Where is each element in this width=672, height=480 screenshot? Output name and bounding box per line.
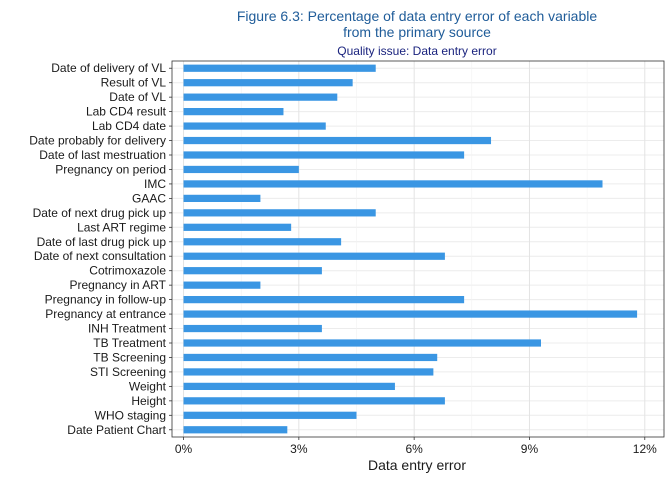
category-label: IMC bbox=[144, 177, 166, 191]
category-label: TB Screening bbox=[93, 350, 166, 364]
bar bbox=[183, 339, 541, 347]
bar bbox=[183, 122, 326, 130]
x-tick-label: 9% bbox=[521, 442, 539, 456]
plot-panel-border bbox=[171, 60, 665, 438]
category-label: STI Screening bbox=[90, 365, 166, 379]
x-tick-label: 0% bbox=[175, 442, 193, 456]
category-label: Pregnancy in follow-up bbox=[45, 293, 167, 307]
bar bbox=[183, 238, 342, 246]
category-label: GAAC bbox=[132, 191, 166, 205]
bar bbox=[183, 79, 353, 87]
x-tick-label: 3% bbox=[290, 442, 308, 456]
bar bbox=[183, 209, 376, 217]
category-label: TB Treatment bbox=[93, 336, 166, 350]
category-label: Lab CD4 result bbox=[86, 105, 167, 119]
category-label: Pregnancy at entrance bbox=[45, 307, 166, 321]
category-label: Pregnancy on period bbox=[55, 162, 166, 176]
x-tick-labels: 0% 3% 6% 9% 12% bbox=[175, 437, 657, 456]
bar bbox=[183, 382, 395, 390]
category-label: Date probably for delivery bbox=[29, 134, 166, 148]
bar bbox=[183, 397, 445, 405]
bar bbox=[183, 136, 492, 145]
bar bbox=[183, 151, 465, 159]
category-label: Date Patient Chart bbox=[67, 423, 166, 437]
bar bbox=[183, 223, 292, 231]
bar bbox=[183, 324, 322, 333]
x-axis-label: Data entry error bbox=[368, 457, 466, 473]
category-label: Date of VL bbox=[109, 90, 166, 104]
bar bbox=[183, 353, 438, 362]
bars bbox=[183, 64, 638, 434]
bar bbox=[183, 108, 284, 116]
bar bbox=[183, 180, 603, 188]
category-label: Date of next drug pick up bbox=[33, 206, 167, 220]
category-label: Result of VL bbox=[101, 76, 167, 90]
category-label: Pregnancy in ART bbox=[70, 278, 167, 292]
category-label: Date of next consultation bbox=[34, 249, 166, 263]
x-tick-label: 6% bbox=[405, 442, 423, 456]
chart-subtitle: Quality issue: Data entry error bbox=[337, 44, 497, 58]
x-tick-label: 12% bbox=[633, 442, 657, 456]
bar bbox=[183, 310, 638, 318]
chart-title: Figure 6.3: Percentage of data entry err… bbox=[236, 8, 598, 24]
category-label: Cotrimoxazole bbox=[89, 264, 166, 278]
category-label: Weight bbox=[129, 379, 167, 393]
bar bbox=[183, 93, 338, 101]
category-label: Lab CD4 date bbox=[92, 119, 166, 133]
bar bbox=[183, 296, 465, 304]
category-label: Height bbox=[131, 394, 166, 408]
bar bbox=[183, 267, 322, 275]
chart-title-line2: from the primary source bbox=[343, 24, 491, 40]
bar bbox=[183, 281, 261, 289]
category-label: Date of last mestruation bbox=[39, 148, 166, 162]
category-label: WHO staging bbox=[95, 408, 166, 422]
bar bbox=[183, 368, 434, 376]
bar bbox=[183, 194, 261, 202]
bar bbox=[183, 426, 288, 434]
grid-lines bbox=[171, 60, 665, 438]
category-label: Last ART regime bbox=[77, 220, 166, 234]
bar bbox=[183, 411, 357, 419]
bar bbox=[183, 64, 376, 72]
category-label: Date of delivery of VL bbox=[51, 61, 166, 75]
bar bbox=[183, 165, 299, 174]
category-label: Date of last drug pick up bbox=[37, 235, 167, 249]
bar bbox=[183, 252, 445, 260]
category-label: INH Treatment bbox=[88, 322, 167, 336]
